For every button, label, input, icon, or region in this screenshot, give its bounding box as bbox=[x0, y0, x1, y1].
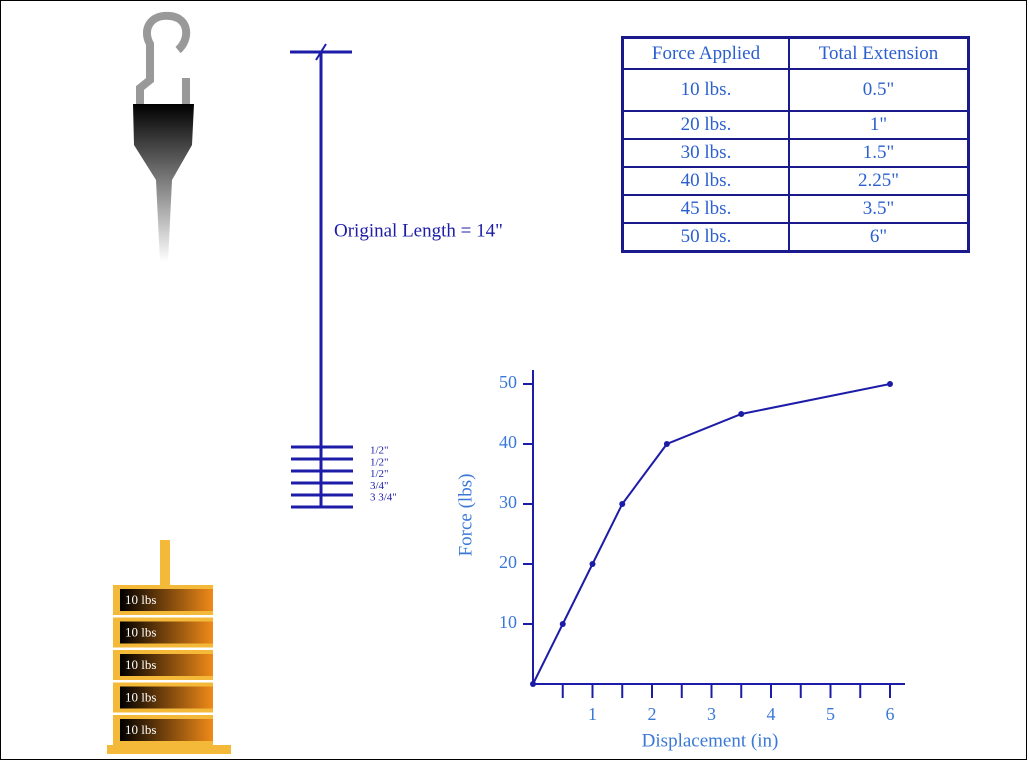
extension-label: 1/2" bbox=[370, 456, 389, 468]
y-tick-label: 10 bbox=[499, 612, 517, 632]
weight-stack: 10 lbs 10 lbs 10 lbs 10 lbs 10 lbs bbox=[107, 540, 231, 754]
data-point bbox=[887, 381, 893, 387]
table-cell: 10 lbs. bbox=[623, 69, 790, 111]
hook bbox=[133, 16, 194, 262]
extension-label: 3/4" bbox=[370, 480, 389, 492]
data-point bbox=[590, 561, 596, 567]
y-tick-label: 20 bbox=[499, 552, 517, 572]
table-cell: 30 lbs. bbox=[623, 139, 790, 167]
extension-label: 1/2" bbox=[370, 468, 389, 480]
data-point bbox=[560, 621, 566, 627]
table-row: 10 lbs.0.5" bbox=[623, 69, 969, 111]
table-header: Total Extension bbox=[789, 38, 969, 70]
x-axis-label: Displacement (in) bbox=[642, 730, 779, 751]
table-cell: 6" bbox=[789, 223, 969, 252]
x-tick-label: 5 bbox=[826, 704, 835, 724]
table-row: 40 lbs.2.25" bbox=[623, 167, 969, 195]
data-line bbox=[533, 384, 890, 684]
x-tick-label: 4 bbox=[767, 704, 776, 724]
x-tick-label: 2 bbox=[648, 704, 657, 724]
data-point bbox=[619, 501, 625, 507]
table-cell: 1.5" bbox=[789, 139, 969, 167]
table-cell: 3.5" bbox=[789, 195, 969, 223]
data-point bbox=[530, 681, 536, 687]
table-cell: 20 lbs. bbox=[623, 111, 790, 139]
table-cell: 40 lbs. bbox=[623, 167, 790, 195]
weight-label: 10 lbs bbox=[125, 689, 156, 704]
table-row: 20 lbs.1" bbox=[623, 111, 969, 139]
length-label: Original Length = 14" bbox=[334, 220, 503, 241]
weight-label: 10 lbs bbox=[125, 657, 156, 672]
table-row: 50 lbs.6" bbox=[623, 223, 969, 252]
spring-ruler bbox=[290, 44, 353, 508]
extension-label: 3 3/4" bbox=[370, 492, 397, 504]
weight-label: 10 lbs bbox=[125, 624, 156, 639]
table-cell: 1" bbox=[789, 111, 969, 139]
data-point bbox=[664, 441, 670, 447]
x-tick-label: 1 bbox=[588, 704, 597, 724]
y-tick-label: 40 bbox=[499, 432, 517, 452]
y-tick-label: 50 bbox=[499, 372, 517, 392]
x-tick-label: 6 bbox=[886, 704, 895, 724]
data-point bbox=[738, 411, 744, 417]
x-tick-label: 3 bbox=[707, 704, 716, 724]
table-row: 30 lbs.1.5" bbox=[623, 139, 969, 167]
y-tick-label: 30 bbox=[499, 492, 517, 512]
table-row: 45 lbs.3.5" bbox=[623, 195, 969, 223]
y-axis-label: Force (lbs) bbox=[455, 474, 476, 557]
table-cell: 2.25" bbox=[789, 167, 969, 195]
weight-label: 10 lbs bbox=[125, 722, 156, 737]
table-cell: 45 lbs. bbox=[623, 195, 790, 223]
weight-label: 10 lbs bbox=[125, 592, 156, 607]
extension-label: 1/2" bbox=[370, 445, 389, 457]
table-cell: 50 lbs. bbox=[623, 223, 790, 252]
table-header: Force Applied bbox=[623, 38, 790, 70]
table-cell: 0.5" bbox=[789, 69, 969, 111]
